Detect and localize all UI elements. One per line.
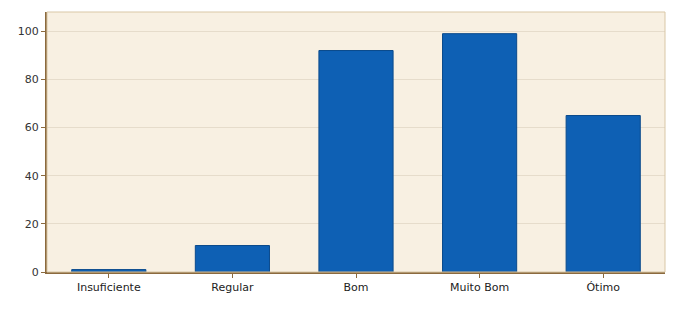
svg-text:0: 0	[32, 266, 39, 279]
svg-text:20: 20	[25, 218, 39, 231]
svg-text:100: 100	[18, 25, 39, 38]
svg-text:Muito Bom: Muito Bom	[450, 281, 509, 294]
svg-text:80: 80	[25, 73, 39, 86]
svg-text:60: 60	[25, 121, 39, 134]
svg-text:40: 40	[25, 170, 39, 183]
svg-text:Bom: Bom	[344, 281, 369, 294]
svg-text:Ótimo: Ótimo	[586, 281, 620, 294]
svg-text:Insuficiente: Insuficiente	[77, 281, 141, 294]
svg-text:Regular: Regular	[211, 281, 254, 294]
